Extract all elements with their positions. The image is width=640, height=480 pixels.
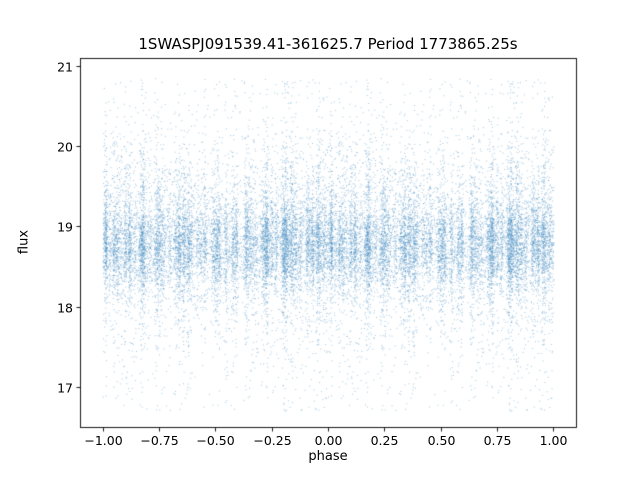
- chart-title: 1SWASPJ091539.41-361625.7 Period 1773865…: [138, 35, 518, 53]
- y-tick-label: 18: [57, 300, 73, 315]
- x-tick-label: 0.25: [370, 433, 399, 448]
- x-tick-label: 0.00: [314, 433, 343, 448]
- x-tick-label: 0.50: [427, 433, 456, 448]
- x-tick-label: −1.00: [84, 433, 123, 448]
- y-tick-label: 19: [57, 219, 73, 234]
- y-axis-label: flux: [16, 229, 32, 255]
- x-tick-label: −0.50: [196, 433, 235, 448]
- y-tick-label: 21: [57, 59, 73, 74]
- x-tick-label: −0.25: [253, 433, 292, 448]
- x-axis-label: phase: [308, 449, 348, 464]
- x-tick-label: −0.75: [140, 433, 179, 448]
- x-tick-label: 0.75: [483, 433, 512, 448]
- y-tick-label: 17: [57, 380, 73, 395]
- x-tick-label: 1.00: [539, 433, 568, 448]
- y-tick-label: 20: [57, 139, 73, 154]
